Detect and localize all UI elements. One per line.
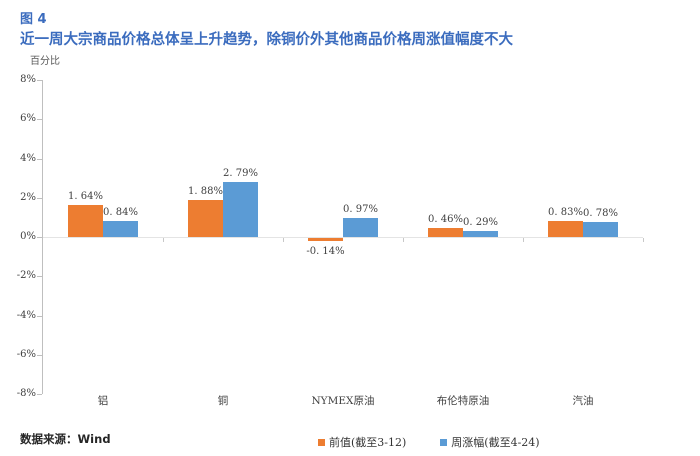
- legend-label: 周涨幅(截至4-24): [451, 436, 540, 449]
- y-axis-tick: [37, 315, 42, 317]
- bar: [428, 227, 463, 237]
- bar: [103, 220, 138, 237]
- bar: [583, 221, 618, 237]
- bar: [308, 238, 343, 241]
- legend-swatch: [440, 438, 448, 446]
- category-label: 铝: [97, 395, 109, 407]
- y-axis-tick: [37, 197, 42, 199]
- figure-number: 图 4: [20, 12, 47, 27]
- bar: [68, 204, 103, 237]
- category-label: NYMEX原油: [311, 395, 375, 407]
- bar: [343, 217, 378, 237]
- bar: [548, 220, 583, 237]
- y-axis-tick: [37, 276, 42, 278]
- y-axis-tick-label: -2%: [16, 270, 36, 282]
- legend-label: 前值(截至3-12): [329, 436, 407, 449]
- x-axis-tick: [643, 238, 644, 242]
- data-source-label: 数据来源：Wind: [20, 432, 111, 446]
- category-label: 布伦特原油: [436, 395, 490, 407]
- y-axis-tick-label: 2%: [20, 191, 36, 203]
- legend-swatch: [318, 438, 325, 446]
- bar-value-label: 0. 97%: [343, 203, 378, 215]
- x-axis-tick: [163, 238, 164, 242]
- category-label: 铜: [217, 395, 229, 407]
- bar: [223, 182, 258, 237]
- legend-item: 前值(截至3-12): [318, 434, 406, 450]
- category-label: 汽油: [572, 395, 594, 407]
- y-axis-tick: [37, 119, 42, 121]
- bar-value-label: 0. 84%: [103, 206, 138, 218]
- bar: [463, 231, 498, 237]
- y-axis-tick-label: 0%: [20, 231, 36, 242]
- y-axis-tick: [37, 394, 42, 395]
- bar-value-label: 2. 79%: [223, 168, 258, 180]
- zero-baseline: [43, 237, 643, 238]
- y-axis-tick-label: -8%: [16, 388, 36, 399]
- y-axis-tick: [37, 237, 42, 238]
- bar-value-label: 0. 83%: [548, 206, 583, 218]
- y-axis-tick: [37, 158, 42, 160]
- y-axis-tick-label: -6%: [16, 348, 36, 360]
- bar-value-label: 1. 64%: [68, 190, 103, 202]
- y-axis-tick: [37, 80, 42, 81]
- bar-value-label: 0. 46%: [428, 213, 463, 225]
- y-axis-tick-label: 4%: [20, 152, 36, 164]
- y-axis-tick-label: -4%: [16, 309, 36, 321]
- legend: 前值(截至3-12) 周涨幅(截至4-24): [318, 434, 540, 450]
- bar-value-label: 1. 88%: [188, 186, 223, 198]
- y-axis-unit-label: 百分比: [30, 56, 60, 67]
- bar-value-label: 0. 78%: [583, 207, 618, 219]
- legend-item: 周涨幅(截至4-24): [440, 434, 540, 450]
- x-axis-tick: [283, 238, 284, 242]
- x-axis-tick: [523, 238, 524, 242]
- bar: [188, 200, 223, 237]
- bar-value-label: 0. 29%: [463, 217, 498, 229]
- y-axis-tick-label: 6%: [20, 113, 36, 125]
- figure-title: 近一周大宗商品价格总体呈上升趋势，除铜价外其他商品价格周涨值幅度不大: [20, 32, 513, 48]
- bar-value-label: -0. 14%: [306, 245, 345, 257]
- y-axis-line: [42, 80, 43, 394]
- y-axis-tick: [37, 354, 42, 356]
- y-axis-tick-label: 8%: [20, 74, 36, 85]
- x-axis-tick: [403, 238, 404, 242]
